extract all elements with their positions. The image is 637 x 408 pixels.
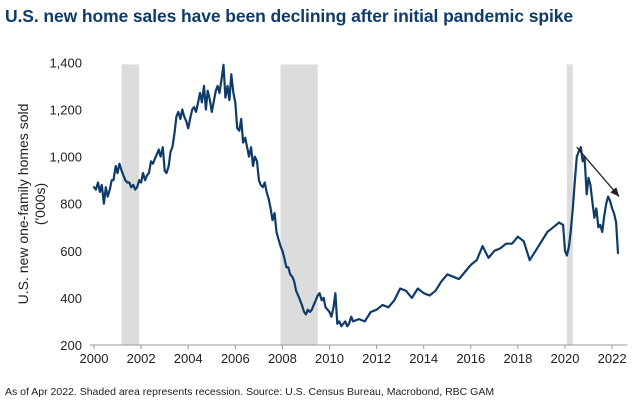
trend-arrow-head — [610, 187, 620, 197]
x-tick-label: 2008 — [268, 351, 297, 366]
chart-title: U.S. new home sales have been declining … — [5, 6, 573, 26]
y-axis-title-line-1: U.S. new one-family homes sold — [15, 104, 31, 305]
y-tick-label: 800 — [60, 197, 82, 212]
y-tick-label: 200 — [60, 338, 82, 353]
source-footnote: As of Apr 2022. Shaded area represents r… — [5, 386, 495, 398]
y-axis-title: U.S. new one-family homes sold ('000s) — [15, 104, 48, 305]
recession-bands — [121, 64, 573, 346]
x-tick-label: 2022 — [598, 351, 627, 366]
x-tick-label: 2010 — [315, 351, 344, 366]
x-tick-label: 2018 — [503, 351, 532, 366]
trend-arrow-line — [576, 146, 620, 198]
x-tick-label: 2006 — [221, 351, 250, 366]
y-tick-label: 1,400 — [49, 55, 82, 70]
x-tick-label: 2012 — [362, 351, 391, 366]
x-tick-label: 2004 — [174, 351, 203, 366]
x-tick-label: 2002 — [127, 351, 156, 366]
y-axis-title-line-2: ('000s) — [32, 183, 48, 225]
y-tick-label: 1,000 — [49, 150, 82, 165]
series-line — [92, 63, 620, 328]
recession-band — [121, 64, 140, 346]
y-axis-ticks: 200 400 600 800 1,000 1,200 1,400 — [49, 55, 82, 353]
y-tick-label: 400 — [60, 291, 82, 306]
annotations — [576, 146, 620, 198]
series — [92, 63, 620, 328]
x-tick-label: 2016 — [456, 351, 485, 366]
recession-band — [566, 64, 573, 346]
y-tick-label: 600 — [60, 244, 82, 259]
recession-band — [280, 64, 318, 346]
x-tick-label: 2020 — [551, 351, 580, 366]
x-tick-label: 2014 — [409, 351, 438, 366]
x-axis-ticks: 2000 2002 2004 2006 2008 2010 2012 2014 2016 2018… — [80, 345, 627, 366]
x-tick-label: 2000 — [80, 351, 109, 366]
y-tick-label: 1,200 — [49, 103, 82, 118]
